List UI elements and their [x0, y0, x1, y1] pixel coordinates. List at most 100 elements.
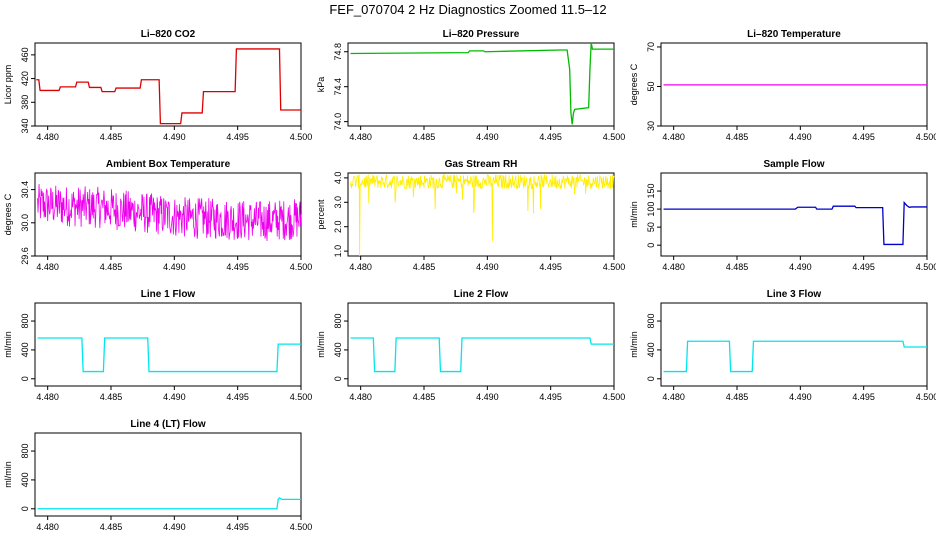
x-tick-label: 4.485 — [726, 392, 749, 402]
series-line — [350, 42, 614, 125]
y-tick-label: 50 — [646, 222, 656, 232]
y-tick-label: 30.0 — [20, 214, 30, 232]
plot-panel-5: Gas Stream RH 4.480 4.485 4.490 4.495 4.500 1.… — [316, 159, 625, 272]
x-tick-label: 4.490 — [476, 132, 499, 142]
series-line — [36, 48, 301, 125]
y-tick-label: 800 — [20, 444, 30, 459]
y-tick-label: 50 — [646, 81, 656, 91]
y-tick-label: 70 — [646, 42, 656, 52]
figure-title: FEF_070704 2 Hz Diagnostics Zoomed 11.5–… — [329, 2, 607, 17]
y-tick-label: 150 — [646, 184, 656, 199]
y-tick-label: 0 — [20, 376, 30, 381]
series-line — [37, 184, 302, 242]
x-tick-label: 4.490 — [476, 262, 499, 272]
x-tick-label: 4.495 — [226, 522, 249, 532]
plot-title: Gas Stream RH — [445, 159, 518, 170]
y-tick-label: 340 — [20, 118, 30, 133]
x-tick-label: 4.485 — [100, 392, 123, 402]
plot-panel-2: Li–820 Pressure 4.480 4.485 4.490 4.495 4.500… — [316, 29, 625, 142]
y-axis-label: ml/min — [629, 331, 639, 358]
plot-frame — [347, 42, 615, 127]
x-tick-label: 4.490 — [789, 262, 812, 272]
x-tick-label: 4.500 — [290, 522, 313, 532]
plot-panel-8: Line 2 Flow 4.480 4.485 4.490 4.495 4.500 0 400… — [316, 289, 625, 402]
y-tick-label: 400 — [646, 342, 656, 357]
y-tick-label: 800 — [646, 314, 656, 329]
x-tick-label: 4.500 — [916, 132, 936, 142]
x-tick-label: 4.480 — [36, 392, 59, 402]
plot-panel-10: Line 4 (LT) Flow 4.480 4.485 4.490 4.495 4.50… — [3, 419, 312, 532]
y-axis-label: degrees C — [629, 63, 639, 105]
y-tick-label: 74.4 — [333, 78, 343, 96]
plot-title: Line 3 Flow — [767, 289, 822, 300]
y-tick-label: 0 — [20, 506, 30, 511]
x-tick-label: 4.500 — [603, 132, 626, 142]
plot-panel-3: Li–820 Temperature 4.480 4.485 4.490 4.495 4.… — [629, 29, 936, 142]
series-line — [350, 337, 614, 373]
y-tick-label: 0 — [333, 376, 343, 381]
y-axis-label: percent — [316, 199, 326, 230]
plot-frame — [34, 302, 302, 387]
plot-panel-9: Line 3 Flow 4.480 4.485 4.490 4.495 4.500 0 400… — [629, 289, 936, 402]
x-tick-label: 4.500 — [290, 262, 313, 272]
x-tick-label: 4.485 — [413, 132, 436, 142]
x-tick-label: 4.480 — [36, 522, 59, 532]
x-tick-label: 4.480 — [349, 392, 372, 402]
y-tick-label: 800 — [20, 314, 30, 329]
series-line — [37, 337, 301, 373]
y-tick-label: 3.0 — [333, 196, 343, 209]
y-tick-label: 420 — [20, 71, 30, 86]
x-tick-label: 4.480 — [662, 262, 685, 272]
y-tick-label: 400 — [20, 472, 30, 487]
x-tick-label: 4.485 — [726, 262, 749, 272]
y-tick-label: 1.0 — [333, 245, 343, 258]
x-tick-label: 4.500 — [290, 392, 313, 402]
plot-frame — [34, 42, 302, 127]
series-line — [663, 340, 927, 373]
y-axis-label: ml/min — [316, 331, 326, 358]
plot-title: Sample Flow — [763, 159, 824, 170]
x-tick-label: 4.495 — [226, 132, 249, 142]
y-tick-label: 100 — [646, 202, 656, 217]
series-line — [663, 200, 927, 246]
y-axis-label: ml/min — [3, 461, 13, 488]
plot-frame — [660, 172, 928, 257]
plot-frame — [347, 172, 615, 257]
x-tick-label: 4.495 — [539, 262, 562, 272]
x-tick-label: 4.485 — [100, 132, 123, 142]
plot-title: Li–820 CO2 — [141, 29, 196, 40]
plot-panel-6: Sample Flow 4.480 4.485 4.490 4.495 4.500 0 50 1… — [629, 159, 936, 272]
x-tick-label: 4.485 — [100, 262, 123, 272]
y-tick-label: 0 — [646, 243, 656, 248]
x-tick-label: 4.495 — [852, 132, 875, 142]
y-tick-label: 460 — [20, 47, 30, 62]
x-tick-label: 4.480 — [662, 132, 685, 142]
plot-title: Ambient Box Temperature — [106, 159, 231, 170]
x-tick-label: 4.490 — [163, 522, 186, 532]
x-tick-label: 4.485 — [726, 132, 749, 142]
x-tick-label: 4.495 — [852, 262, 875, 272]
x-tick-label: 4.490 — [789, 392, 812, 402]
plot-title: Line 1 Flow — [141, 289, 196, 300]
x-tick-label: 4.490 — [163, 392, 186, 402]
plot-panel-4: Ambient Box Temperature 4.480 4.485 4.490 4.… — [3, 159, 312, 272]
x-tick-label: 4.490 — [163, 132, 186, 142]
y-tick-label: 30 — [646, 121, 656, 131]
x-tick-label: 4.500 — [290, 132, 313, 142]
y-tick-label: 29.6 — [20, 247, 30, 265]
plot-panel-1: Li–820 CO2 4.480 4.485 4.490 4.495 4.500 340 38… — [3, 29, 312, 142]
x-tick-label: 4.495 — [539, 132, 562, 142]
plot-title: Li–820 Pressure — [443, 29, 520, 40]
y-axis-label: Licor ppm — [3, 65, 13, 105]
plot-title: Li–820 Temperature — [747, 29, 841, 40]
y-axis-label: ml/min — [629, 201, 639, 228]
x-tick-label: 4.500 — [603, 262, 626, 272]
plot-frame — [347, 302, 615, 387]
x-tick-label: 4.480 — [36, 132, 59, 142]
x-tick-label: 4.495 — [226, 392, 249, 402]
x-tick-label: 4.490 — [163, 262, 186, 272]
plot-title: Line 2 Flow — [454, 289, 509, 300]
x-tick-label: 4.495 — [226, 262, 249, 272]
